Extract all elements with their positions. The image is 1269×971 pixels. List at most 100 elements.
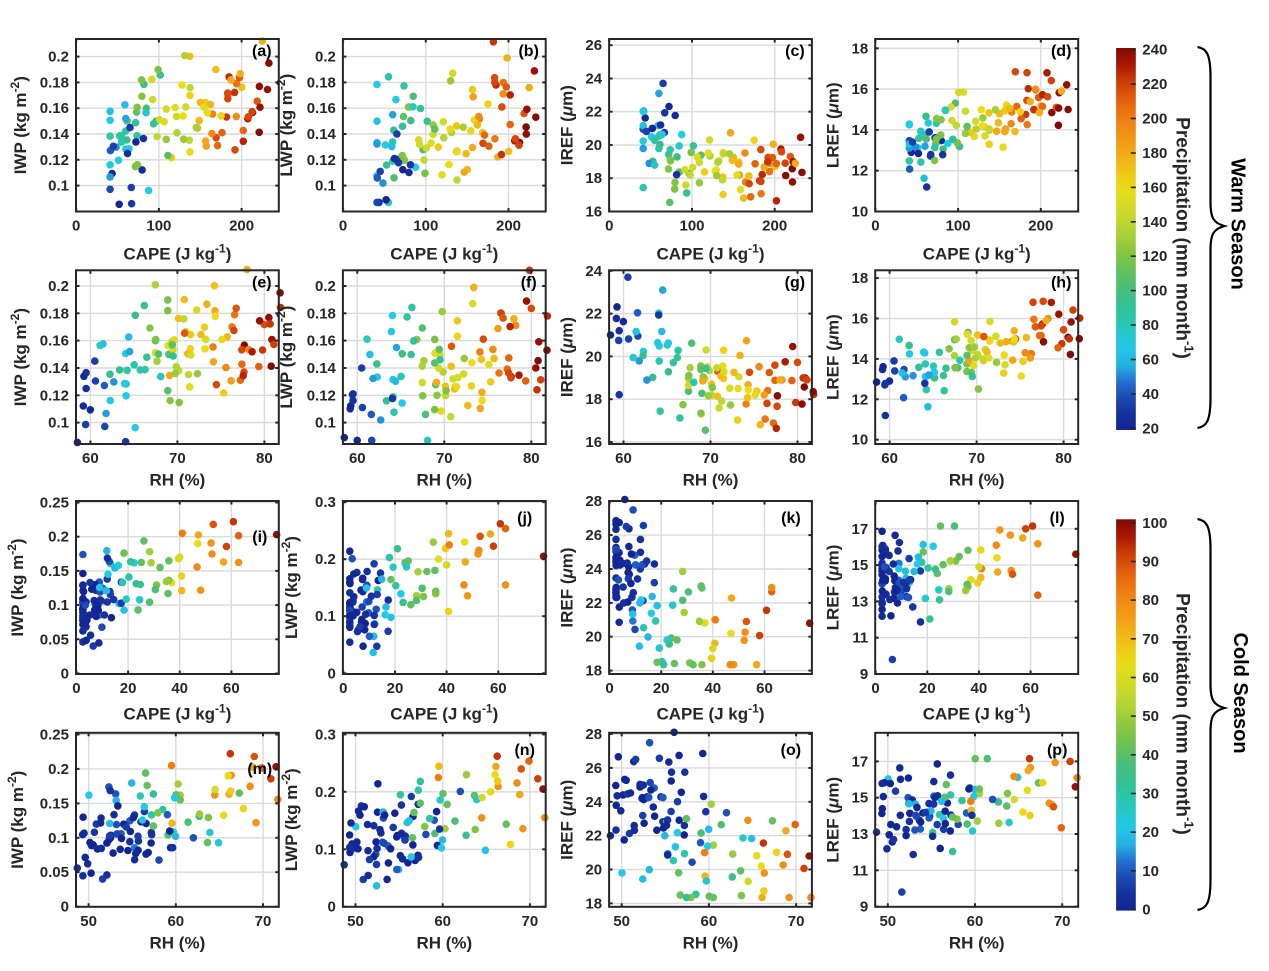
svg-text:0: 0 [605, 680, 613, 697]
svg-text:70: 70 [1054, 913, 1071, 930]
svg-text:CAPE (J kg-1): CAPE (J kg-1) [923, 702, 1031, 724]
svg-text:0.12: 0.12 [40, 152, 69, 169]
svg-text:RH (%): RH (%) [416, 934, 472, 953]
svg-text:(f): (f) [521, 274, 537, 291]
svg-text:(c): (c) [785, 43, 805, 60]
svg-text:0: 0 [72, 218, 80, 235]
svg-text:20: 20 [585, 137, 602, 154]
svg-text:0.14: 0.14 [40, 126, 70, 143]
svg-text:22: 22 [585, 306, 602, 323]
svg-text:0.2: 0.2 [48, 278, 69, 295]
svg-text:40: 40 [1142, 747, 1159, 764]
svg-text:0.14: 0.14 [307, 360, 337, 377]
svg-text:0.16: 0.16 [307, 100, 336, 117]
svg-text:0.18: 0.18 [307, 74, 336, 91]
svg-text:40: 40 [971, 680, 988, 697]
svg-text:0.16: 0.16 [40, 100, 69, 117]
svg-text:(n): (n) [514, 742, 534, 759]
svg-text:50: 50 [1142, 708, 1159, 725]
svg-text:(p): (p) [1047, 742, 1067, 759]
svg-text:20: 20 [1142, 420, 1159, 437]
svg-text:60: 60 [1142, 352, 1159, 369]
svg-text:Precipitation (mm month-1): Precipitation (mm month-1) [1172, 593, 1197, 835]
svg-text:RH (%): RH (%) [150, 471, 206, 490]
svg-text:0.2: 0.2 [315, 49, 336, 66]
svg-text:LREF (μm): LREF (μm) [824, 545, 843, 631]
svg-text:(g): (g) [785, 274, 805, 291]
svg-text:IWP (kg m-2): IWP (kg m-2) [8, 308, 30, 406]
svg-text:20: 20 [919, 680, 936, 697]
svg-text:11: 11 [852, 630, 868, 647]
svg-text:26: 26 [585, 527, 602, 544]
svg-text:18: 18 [852, 40, 869, 57]
svg-text:0: 0 [339, 218, 347, 235]
svg-text:IWP (kg m-2): IWP (kg m-2) [5, 771, 27, 869]
svg-text:28: 28 [585, 726, 602, 743]
svg-text:0.14: 0.14 [40, 360, 70, 377]
svg-text:Warm Season: Warm Season [1227, 158, 1249, 290]
svg-text:26: 26 [585, 37, 602, 54]
svg-text:0.18: 0.18 [40, 305, 69, 322]
svg-text:240: 240 [1142, 42, 1167, 59]
svg-text:50: 50 [80, 913, 97, 930]
svg-text:0: 0 [1142, 902, 1150, 919]
svg-text:20: 20 [387, 680, 404, 697]
svg-text:100: 100 [413, 218, 438, 235]
svg-text:70: 70 [788, 913, 805, 930]
svg-text:20: 20 [585, 629, 602, 646]
svg-text:80: 80 [1055, 450, 1072, 467]
svg-text:60: 60 [615, 450, 632, 467]
svg-text:60: 60 [701, 913, 718, 930]
svg-text:LREF (μm): LREF (μm) [824, 314, 843, 400]
svg-text:60: 60 [223, 680, 240, 697]
svg-text:IREF (μm): IREF (μm) [558, 317, 577, 397]
svg-text:IREF (μm): IREF (μm) [558, 85, 577, 165]
svg-text:80: 80 [1142, 317, 1159, 334]
svg-text:120: 120 [1142, 248, 1167, 265]
svg-text:RH (%): RH (%) [150, 934, 206, 953]
svg-text:22: 22 [585, 104, 602, 121]
svg-text:60: 60 [490, 680, 507, 697]
svg-text:70: 70 [436, 450, 453, 467]
svg-text:60: 60 [881, 450, 898, 467]
svg-text:(k): (k) [781, 510, 801, 527]
svg-text:0.15: 0.15 [40, 795, 69, 812]
svg-text:(d): (d) [1051, 43, 1071, 60]
svg-text:18: 18 [585, 663, 602, 680]
svg-text:IWP (kg m-2): IWP (kg m-2) [5, 538, 27, 636]
svg-text:200: 200 [1028, 218, 1053, 235]
svg-text:0: 0 [328, 899, 336, 916]
svg-text:18: 18 [852, 270, 869, 287]
svg-text:0.15: 0.15 [40, 563, 69, 580]
svg-text:0.3: 0.3 [315, 726, 336, 743]
svg-text:100: 100 [1142, 283, 1167, 300]
svg-text:LWP (kg m-2): LWP (kg m-2) [279, 768, 301, 871]
svg-text:13: 13 [852, 826, 869, 843]
svg-text:0.12: 0.12 [40, 387, 69, 404]
svg-text:0: 0 [61, 899, 69, 916]
svg-text:RH (%): RH (%) [683, 471, 739, 490]
svg-text:80: 80 [523, 450, 540, 467]
svg-text:0: 0 [339, 680, 347, 697]
svg-text:40: 40 [1142, 386, 1159, 403]
svg-text:0.1: 0.1 [48, 178, 69, 195]
svg-text:IREF (μm): IREF (μm) [558, 547, 577, 627]
svg-text:60: 60 [967, 913, 984, 930]
svg-text:16: 16 [852, 81, 869, 98]
svg-text:0: 0 [328, 665, 336, 682]
svg-text:60: 60 [756, 680, 773, 697]
svg-text:CAPE (J kg-1): CAPE (J kg-1) [657, 242, 765, 264]
svg-text:(h): (h) [1051, 274, 1071, 291]
svg-text:22: 22 [585, 595, 602, 612]
svg-text:140: 140 [1142, 214, 1167, 231]
svg-text:40: 40 [704, 680, 721, 697]
svg-text:13: 13 [852, 593, 869, 610]
svg-text:(l): (l) [1050, 510, 1065, 527]
svg-text:(j): (j) [517, 510, 532, 527]
svg-text:18: 18 [585, 391, 602, 408]
svg-text:0: 0 [72, 680, 80, 697]
svg-text:Cold Season: Cold Season [1229, 632, 1251, 753]
svg-text:60: 60 [434, 913, 451, 930]
svg-text:24: 24 [585, 263, 602, 280]
svg-text:(a): (a) [252, 43, 272, 60]
